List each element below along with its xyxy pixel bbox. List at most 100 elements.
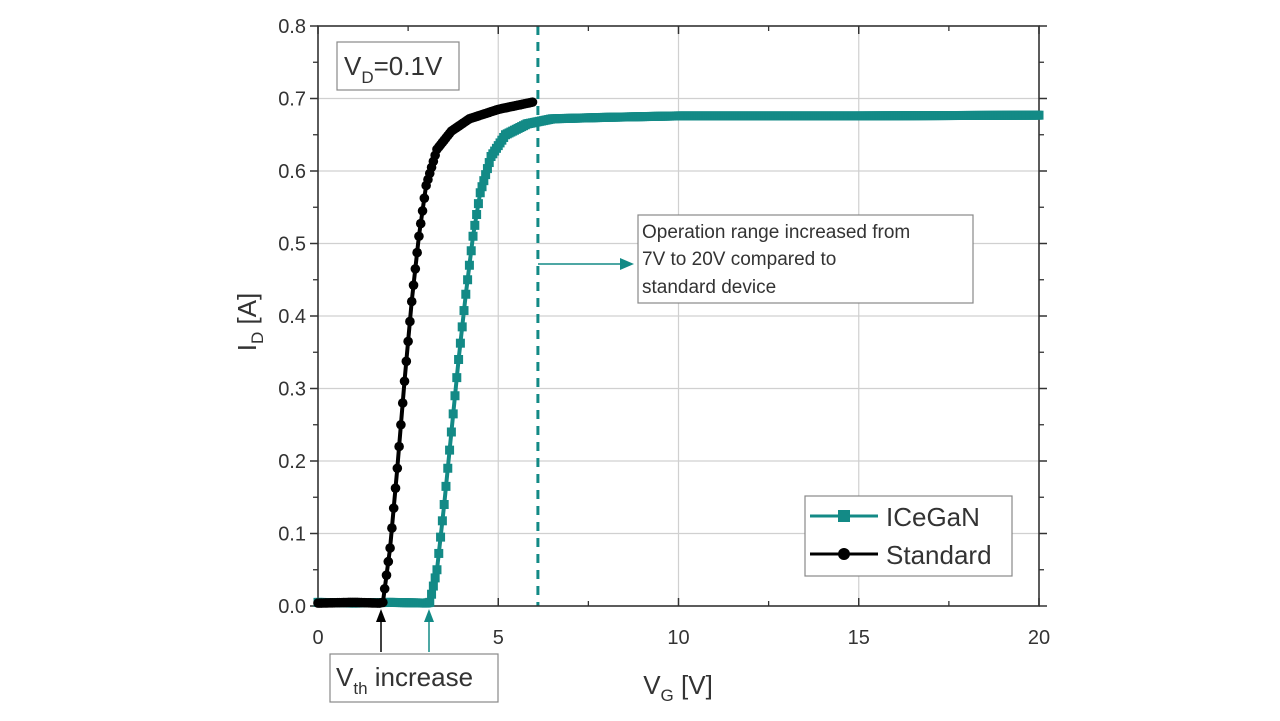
data-point bbox=[414, 231, 424, 242]
data-point bbox=[378, 597, 388, 608]
legend-item-icegan: ICeGaN bbox=[810, 502, 980, 532]
data-point bbox=[477, 182, 487, 192]
axes: 0 5 10 15 20 0.0 0.1 0.2 0.3 0.4 0.5 0.6 0.7 0.8 bbox=[278, 16, 1050, 649]
data-point bbox=[443, 463, 453, 473]
data-point bbox=[432, 565, 442, 575]
y-tick-label: 0.5 bbox=[278, 234, 306, 256]
operation-range-line-1: Operation range increased from bbox=[642, 222, 910, 243]
data-point bbox=[448, 409, 458, 419]
data-point bbox=[484, 158, 494, 168]
x-axis-label-sub: G bbox=[661, 686, 674, 705]
data-point bbox=[392, 463, 403, 474]
data-point bbox=[427, 589, 437, 599]
data-point bbox=[394, 441, 404, 452]
data-point bbox=[463, 275, 473, 285]
arrow-up-icon-standard bbox=[376, 609, 386, 622]
data-point bbox=[481, 170, 491, 180]
y-tick-label: 0.8 bbox=[278, 16, 306, 38]
data-point bbox=[396, 419, 406, 430]
data-point bbox=[436, 532, 446, 542]
data-point bbox=[470, 220, 480, 230]
data-point bbox=[379, 583, 390, 594]
vth-annotation: Vth increase bbox=[329, 609, 499, 703]
data-point bbox=[383, 556, 394, 567]
vd-condition-box: VD=0.1V bbox=[336, 41, 460, 91]
data-point bbox=[410, 264, 421, 274]
data-point bbox=[401, 356, 412, 367]
data-point bbox=[446, 427, 456, 437]
x-tick-label: 15 bbox=[848, 627, 870, 649]
data-point bbox=[397, 398, 408, 408]
data-point bbox=[388, 503, 399, 513]
series-group bbox=[313, 97, 1044, 608]
operation-range-line-3: standard device bbox=[642, 277, 776, 298]
data-point bbox=[406, 296, 417, 307]
data-point bbox=[468, 231, 478, 241]
data-point bbox=[459, 306, 469, 316]
data-point bbox=[455, 338, 465, 348]
arrow-right-icon bbox=[620, 258, 634, 270]
x-tick-label: 10 bbox=[667, 627, 689, 649]
series-standard bbox=[313, 97, 538, 608]
data-point bbox=[390, 483, 401, 493]
svg-text:Standard: Standard bbox=[886, 540, 992, 570]
y-tick-label: 0.2 bbox=[278, 451, 306, 473]
data-point bbox=[408, 280, 419, 290]
data-point bbox=[417, 206, 428, 216]
data-point bbox=[454, 355, 464, 364]
data-point bbox=[464, 260, 474, 270]
data-point bbox=[473, 199, 483, 209]
x-tick-label: 0 bbox=[312, 627, 323, 649]
data-point bbox=[461, 289, 471, 299]
data-point bbox=[457, 322, 467, 332]
data-point bbox=[419, 193, 430, 203]
data-point bbox=[381, 570, 392, 580]
square-marker-icon bbox=[838, 510, 850, 522]
y-tick-label: 0.1 bbox=[278, 524, 306, 546]
data-point bbox=[437, 516, 447, 526]
data-point bbox=[450, 391, 460, 401]
data-point bbox=[479, 176, 489, 186]
data-point bbox=[441, 481, 451, 491]
y-tick-label: 0.3 bbox=[278, 379, 306, 401]
y-tick-label: 0.6 bbox=[278, 161, 306, 183]
data-point bbox=[466, 246, 476, 256]
y-axis-label: ID [A] bbox=[232, 293, 267, 352]
data-point bbox=[403, 336, 413, 347]
data-point bbox=[399, 376, 410, 387]
vth-increase-text: Vth increase bbox=[336, 662, 473, 698]
operation-range-annotation: Operation range increased from 7V to 20V… bbox=[538, 214, 974, 304]
y-tick-label: 0.7 bbox=[278, 89, 306, 111]
series-icegan bbox=[313, 110, 1044, 608]
data-point bbox=[387, 523, 397, 533]
circle-marker-icon bbox=[838, 548, 850, 560]
legend-item-standard: Standard bbox=[810, 540, 992, 570]
data-point bbox=[385, 543, 395, 553]
data-point bbox=[452, 373, 462, 383]
data-point bbox=[472, 210, 482, 219]
data-point bbox=[527, 97, 538, 107]
arrow-up-icon-icegan bbox=[424, 609, 434, 622]
data-point bbox=[445, 445, 455, 455]
x-axis-label: VG [V] bbox=[643, 670, 713, 705]
data-point bbox=[412, 247, 422, 258]
data-point bbox=[430, 573, 440, 583]
operation-range-line-2: 7V to 20V compared to bbox=[642, 249, 836, 270]
data-point bbox=[405, 316, 415, 327]
data-point bbox=[434, 548, 444, 558]
data-point bbox=[415, 218, 426, 229]
data-point bbox=[1034, 110, 1044, 120]
data-point bbox=[439, 500, 449, 509]
legend: ICeGaN Standard bbox=[804, 495, 1013, 577]
data-point bbox=[428, 581, 438, 591]
data-point bbox=[475, 188, 485, 198]
svg-text:ICeGaN: ICeGaN bbox=[886, 502, 980, 532]
y-tick-label: 0.4 bbox=[278, 306, 306, 328]
data-point bbox=[425, 597, 435, 607]
x-tick-label: 20 bbox=[1028, 627, 1050, 649]
vd-condition-text: VD=0.1V bbox=[344, 51, 443, 87]
data-point bbox=[482, 164, 492, 174]
y-tick-label: 0.0 bbox=[278, 596, 306, 618]
y-axis-label-sub: D bbox=[248, 332, 267, 344]
